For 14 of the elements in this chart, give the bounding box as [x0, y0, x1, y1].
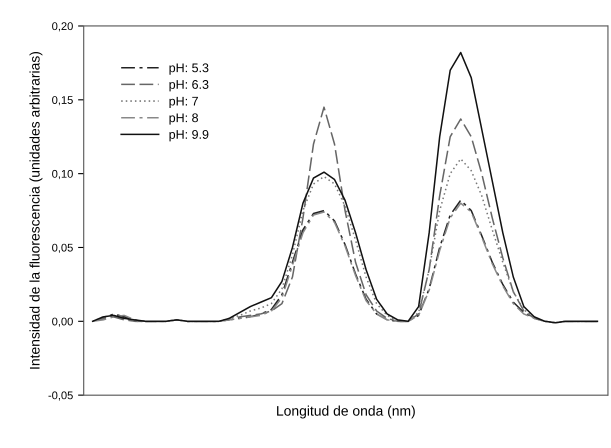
y-tick-label: 0,20	[52, 22, 73, 32]
legend-label: pH: 6.3	[169, 80, 208, 92]
y-tick-label: 0,15	[52, 96, 73, 106]
legend-label: pH: 7	[169, 96, 198, 108]
y-axis-title: Intensidad de la fluorescencia (unidades arbitrarias)	[29, 52, 42, 369]
y-tick-label: 0,10	[52, 170, 73, 180]
line-series	[92, 52, 598, 324]
x-axis-title: Longitud de onda (nm)	[277, 406, 415, 418]
y-tick-label: -0,05	[48, 391, 73, 401]
legend-label: pH: 5.3	[169, 63, 208, 75]
legend-label: pH: 9.9	[169, 130, 208, 142]
y-tick-label: 0,00	[52, 318, 73, 327]
legend-label: pH: 8	[169, 113, 198, 125]
y-tick-label: 0,05	[52, 244, 73, 253]
